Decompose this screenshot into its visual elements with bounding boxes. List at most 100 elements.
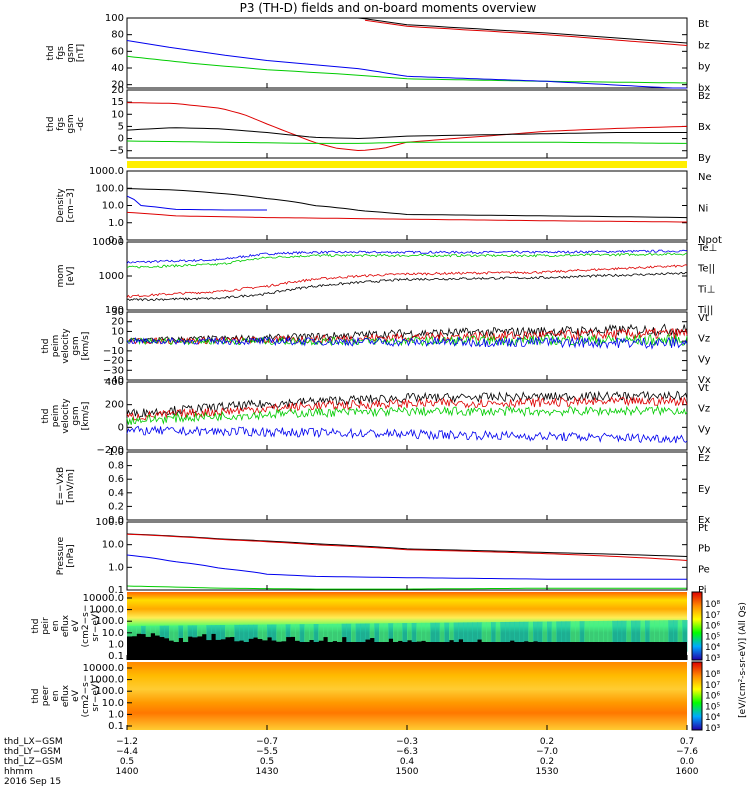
legend-item: Pi — [698, 585, 707, 596]
spectrogram-cell — [131, 625, 137, 637]
spectrogram-cell — [155, 625, 161, 636]
spectrogram-cell — [388, 623, 394, 639]
panel-frame — [126, 89, 688, 159]
series-Bz-line — [126, 102, 688, 152]
spectrogram-cell — [645, 620, 651, 647]
spectrogram-cell — [509, 621, 515, 641]
y-axis-label: en — [51, 690, 61, 701]
spectrogram-cell — [654, 620, 660, 649]
spectrogram-cell — [593, 621, 599, 651]
x-row-value: −0.7 — [256, 737, 278, 747]
spectrogram-cell — [542, 621, 548, 650]
y-tick-label: 1.0 — [108, 447, 124, 458]
y-axis-label: [km/s] — [81, 332, 91, 361]
spectrogram-cell — [491, 622, 497, 644]
x-row-value: 0.5 — [120, 757, 134, 767]
y-tick-label: 1.0 — [108, 639, 124, 650]
y-tick-label: 0.0 — [108, 515, 124, 526]
spectrogram-cell — [318, 623, 324, 641]
colorbar-tick-label: 10⁶ — [705, 622, 720, 632]
spectrogram-cell — [271, 624, 277, 641]
spectrogram-cell — [332, 623, 338, 642]
legend-item: Vt — [698, 383, 709, 394]
spectrogram-cell — [379, 623, 385, 647]
y-tick-label: 10 — [111, 109, 124, 120]
colorbar-tick-label: 10⁴ — [705, 713, 720, 723]
series-bz-line — [364, 19, 688, 46]
legend-item: Vy — [698, 424, 711, 435]
y-tick-label: 20 — [111, 85, 124, 96]
spectrogram-cell — [477, 622, 483, 640]
x-row-name: thd_LY−GSM — [4, 747, 61, 757]
spectrogram-cell — [243, 624, 249, 643]
spectrogram-cell — [173, 625, 179, 643]
y-axis-label: gsm — [66, 114, 76, 133]
spectrogram-cell — [500, 622, 506, 644]
spectrogram-cell — [127, 626, 133, 637]
y-axis-label: [nT] — [76, 44, 86, 62]
spectrogram-cell — [626, 620, 632, 652]
y-axis-label: (cm2−s− — [81, 675, 91, 718]
spectrogram-cell — [411, 622, 417, 644]
spectrogram-cell — [281, 624, 287, 642]
spectrogram-cell — [621, 620, 627, 647]
spectrogram-cell — [313, 624, 319, 644]
plot-title: P3 (TH-D) fields and on-board moments ov… — [240, 1, 537, 15]
y-axis-label: Density — [56, 188, 66, 223]
y-axis-label: eV — [71, 689, 81, 702]
spectrogram-cell — [519, 621, 525, 648]
panel-temperature: 10000 1000 100 mom [eV] Te⊥ Te|| Ti⊥ Ti|| — [56, 237, 717, 316]
y-axis-label: [mV/m] — [66, 469, 76, 503]
panel-fgs-gsm: 100 80 60 40 20 thd fgs gsm [nT] Bt bz by bx — [46, 13, 710, 94]
y-tick-label: 100.0 — [95, 517, 124, 528]
spectrogram-cell — [383, 623, 389, 645]
y-axis-label: [cm−3] — [66, 188, 76, 222]
spectrogram-cell — [337, 623, 343, 644]
spectrogram-cell — [556, 621, 562, 647]
y-axis-label: peim — [51, 405, 61, 428]
spectrogram-cell — [439, 622, 445, 648]
y-tick-label: 60 — [111, 46, 124, 57]
spectrogram-cell — [262, 624, 268, 641]
y-tick-label: 0.6 — [108, 474, 124, 485]
spectrogram-cell — [351, 623, 357, 647]
y-tick-label: 0.1 — [108, 651, 124, 662]
y-axis-label: fgs — [56, 46, 66, 60]
spectrogram-cell — [253, 624, 259, 638]
spectrogram-cell — [355, 623, 361, 646]
legend-item: Vz — [698, 404, 710, 415]
y-tick-label: 20 — [111, 80, 124, 91]
spectrogram-cell — [435, 622, 441, 648]
legend-item: Te⊥ — [697, 243, 717, 254]
series-Te⊥-line — [126, 264, 688, 298]
legend-item: by — [698, 62, 710, 73]
spectrogram-cell — [677, 620, 683, 647]
y-axis-label: Pressure — [56, 536, 66, 575]
x-row-value: −4.4 — [116, 747, 138, 757]
series-Vz-line — [126, 395, 688, 421]
colorbar-tick-label: 10⁴ — [705, 643, 720, 653]
y-tick-label: 15 — [111, 97, 124, 108]
spectrogram-cell — [495, 622, 501, 646]
spectrogram-cell — [682, 620, 688, 652]
spectrogram-cell — [565, 621, 571, 643]
spectrogram-cell — [649, 620, 655, 654]
y-tick-label: 10.0 — [102, 698, 124, 709]
series-Ne-line — [126, 211, 687, 223]
y-axis-label: eflux — [61, 684, 71, 707]
y-tick-label: 10000.0 — [83, 663, 124, 674]
y-tick-label: 1.0 — [108, 218, 124, 229]
legend-item: Vt — [698, 313, 709, 324]
y-tick-label: 10000.0 — [83, 593, 124, 604]
spectrogram-cell — [141, 625, 147, 635]
series-bx-line — [126, 40, 687, 89]
spectrogram-cell — [640, 620, 646, 653]
spectrogram-cell — [617, 620, 623, 648]
y-tick-label: 1000.0 — [89, 605, 124, 616]
spectrogram-cell — [192, 625, 198, 638]
series-Pb-line — [126, 533, 688, 561]
spectrogram-cell — [514, 621, 520, 643]
spectrogram — [127, 662, 687, 730]
spectrogram-cell — [584, 621, 590, 643]
